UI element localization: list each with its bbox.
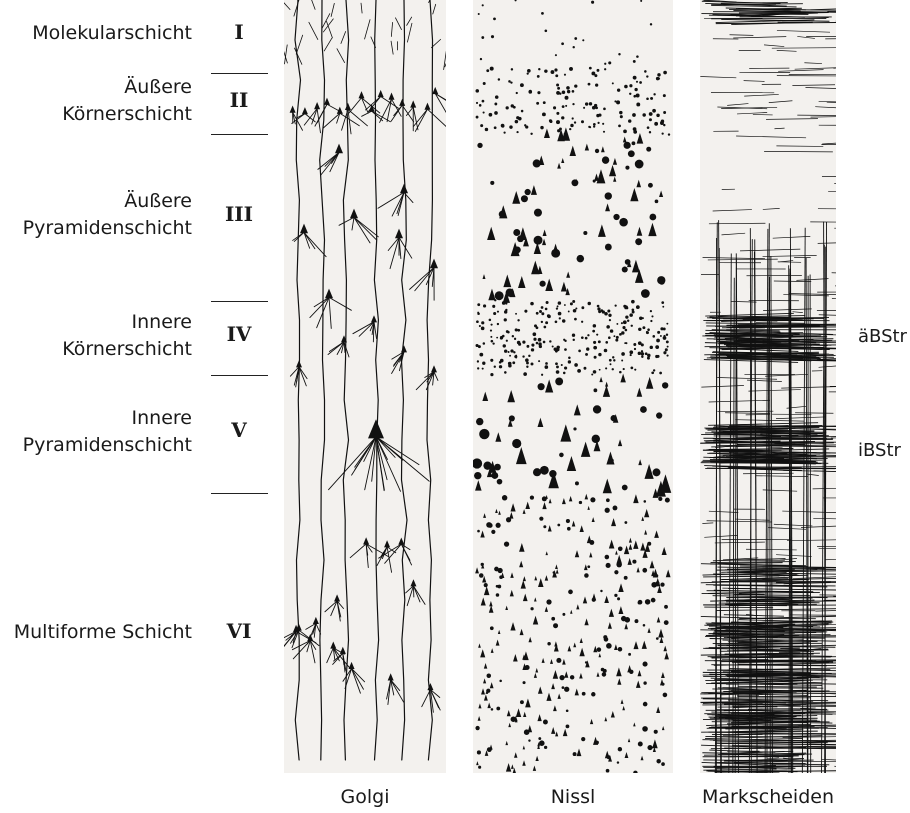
caption-golgi: Golgi (340, 786, 390, 808)
caption-nissl: Nissl (550, 786, 596, 808)
label-inner-baillarger-stripe: iBStr (858, 440, 901, 461)
myelin-stain-panel (700, 0, 836, 773)
layer-name-inner-pyramidal: Innere Pyramidenschicht (22, 407, 192, 456)
label-outer-baillarger-stripe: äBStr (858, 326, 907, 347)
layer-numeral-6: VI (226, 619, 252, 643)
myelin-fiber-drawing (700, 0, 836, 773)
layer-numeral-1: I (234, 20, 244, 44)
layer-name-outer-granular: Äußere Körnerschicht (62, 76, 192, 125)
layer-boundary-4-5 (211, 375, 268, 376)
layer-boundary-3-4 (211, 301, 268, 302)
caption-myelin: Markscheiden (702, 786, 834, 808)
nissl-cell-body-drawing (473, 0, 672, 773)
layer-name-inner-granular: Innere Körnerschicht (62, 311, 192, 360)
golgi-neuron-drawing (284, 0, 446, 761)
layer-boundary-5-6 (211, 493, 268, 494)
layer-name-multiform: Multiforme Schicht (13, 621, 192, 643)
layer-name-molecular: Molekularschicht (32, 22, 192, 44)
nissl-stain-panel (473, 0, 673, 773)
layer-numeral-4: IV (226, 322, 252, 346)
layer-numeral-2: II (229, 88, 249, 112)
layer-name-outer-pyramidal: Äußere Pyramidenschicht (22, 190, 192, 239)
golgi-stain-panel (284, 0, 446, 773)
layer-numeral-3: III (224, 202, 254, 226)
layer-boundary-1-2 (211, 73, 268, 74)
layer-numeral-5: V (231, 418, 247, 442)
layer-boundary-2-3 (211, 134, 268, 135)
